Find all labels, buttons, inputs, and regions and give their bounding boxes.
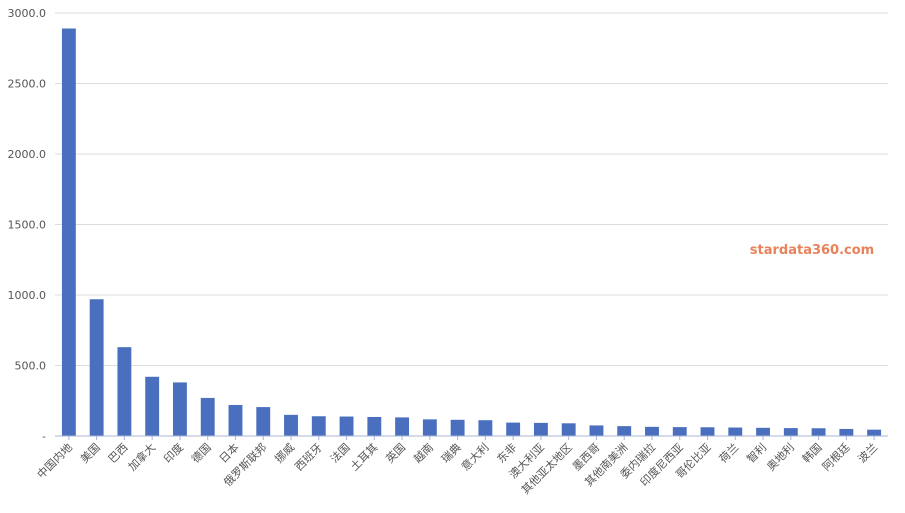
bar (533, 422, 548, 436)
x-tick-label: 土耳其 (348, 441, 381, 474)
y-tick-label: 2500.0 (8, 78, 47, 91)
x-tick-label: 韩国 (799, 440, 824, 465)
x-tick-label: 美国 (78, 441, 103, 466)
x-tick-label: 阿根廷 (819, 440, 852, 473)
bar (867, 429, 882, 436)
x-tick-label: 意大利 (458, 440, 491, 473)
bar (311, 416, 326, 436)
bar (506, 422, 521, 436)
bar (450, 419, 465, 436)
bar (339, 416, 354, 436)
y-axis-ticks: 3000.0 2500.0 2000.0 1500.0 1000.0 500.0 - (8, 7, 47, 443)
bar (783, 428, 798, 436)
bar (617, 426, 632, 436)
x-tick-label: 日本 (216, 440, 241, 465)
x-tick-label: 中国内地 (34, 440, 75, 481)
bar (173, 382, 187, 436)
bar (89, 299, 104, 436)
bar (811, 428, 826, 436)
bar (200, 397, 215, 436)
bar (561, 423, 576, 436)
y-tick-label: 3000.0 (8, 7, 47, 20)
bar (145, 376, 160, 436)
bar (478, 420, 493, 436)
x-tick-label: 法国 (327, 440, 352, 465)
y-tick-label: 2000.0 (8, 148, 47, 161)
bar (256, 407, 271, 436)
x-tick-label: 智利 (744, 440, 769, 465)
bar (367, 416, 382, 436)
x-tick-label: 西班牙 (292, 441, 325, 474)
x-tick-label: 荷兰 (717, 441, 742, 466)
y-tick-label: 1500.0 (8, 219, 47, 232)
x-tick-label: 印度 (161, 440, 186, 465)
x-tick-label: 加拿大 (125, 440, 158, 473)
x-tick-label: 波兰 (855, 441, 880, 466)
bar (589, 425, 604, 436)
bar (672, 427, 687, 436)
bar (395, 417, 410, 436)
bar (284, 414, 298, 436)
bars (61, 28, 882, 436)
bar (117, 347, 132, 436)
bar (61, 28, 76, 436)
x-tick-label: 德国 (188, 440, 213, 465)
x-tick-label: 奥地利 (764, 440, 797, 473)
x-tick-label: 瑞典 (438, 440, 463, 465)
y-tick-label: - (42, 430, 46, 443)
grid-lines (55, 12, 888, 366)
bar (839, 428, 854, 436)
bar (700, 427, 715, 436)
x-tick-label: 越南 (411, 440, 436, 465)
x-tick-label: 挪威 (272, 440, 297, 465)
y-tick-label: 500.0 (15, 360, 47, 373)
y-tick-label: 1000.0 (8, 289, 47, 302)
bar (422, 419, 437, 436)
bar (645, 426, 659, 436)
bar (728, 427, 743, 436)
x-tick-label: 英国 (383, 440, 408, 465)
watermark: stardata360.com (750, 243, 874, 258)
bar (228, 404, 243, 436)
bar (756, 427, 770, 436)
